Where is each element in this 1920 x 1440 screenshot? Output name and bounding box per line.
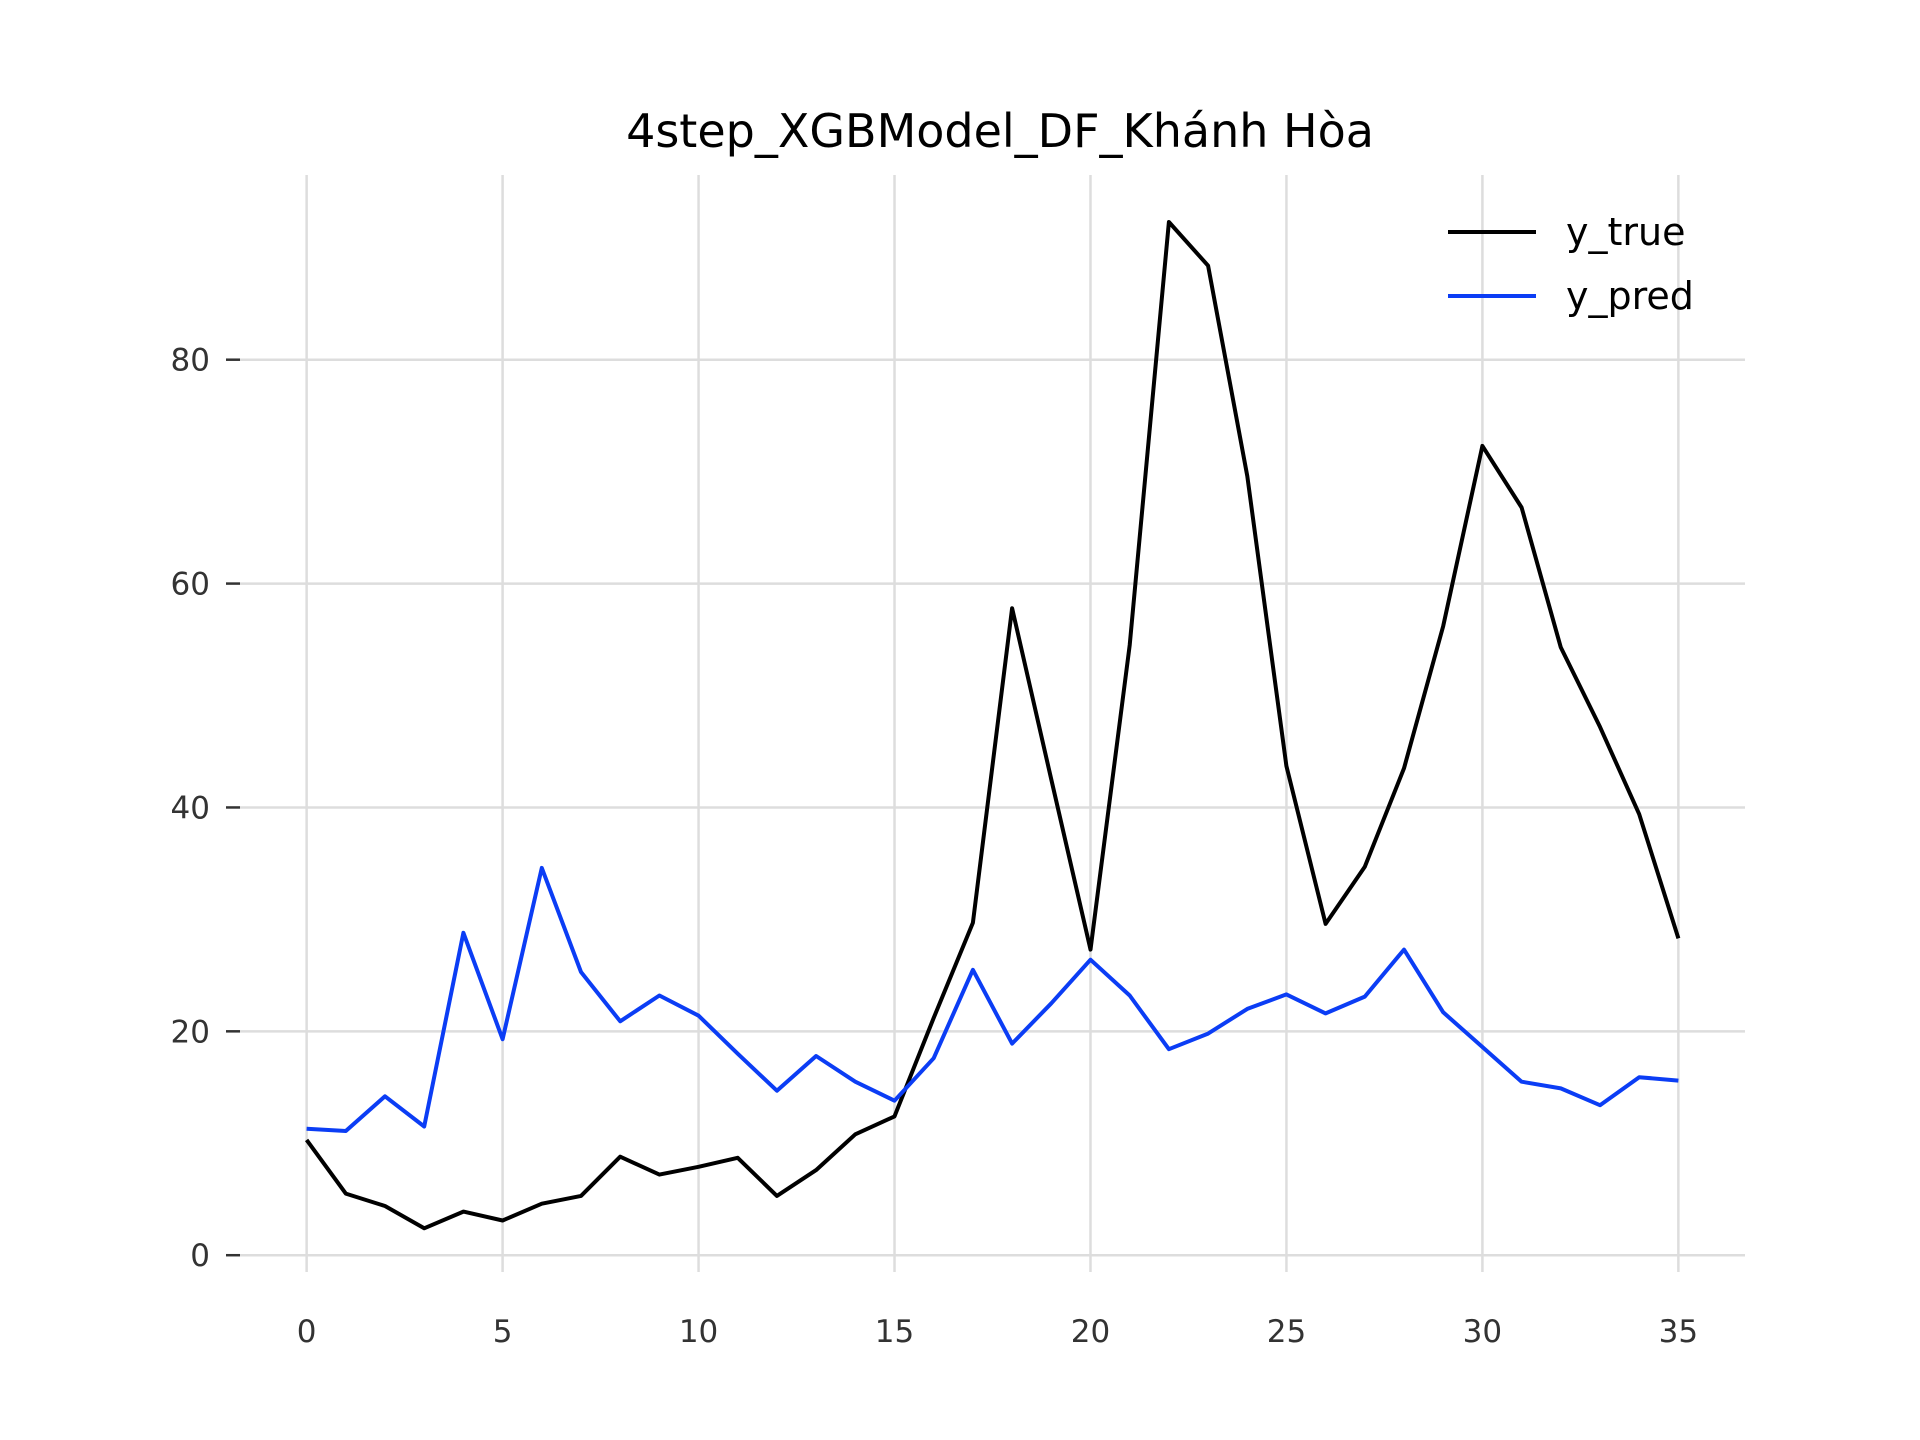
x-tick-label: 10 — [679, 1314, 718, 1350]
y-tick-label: 80 — [171, 343, 210, 379]
x-tick-label: 0 — [297, 1314, 317, 1350]
x-tick-label: 5 — [493, 1314, 513, 1350]
y-tick-label: 60 — [171, 567, 210, 603]
legend-label-y-true: y_true — [1566, 210, 1685, 254]
x-tick-label: 30 — [1463, 1314, 1502, 1350]
y-tick-label: 0 — [190, 1238, 210, 1274]
x-tick-label: 35 — [1659, 1314, 1698, 1350]
series-line-y-true — [304, 220, 1681, 1231]
y-tick-label: 20 — [171, 1014, 210, 1050]
x-tick-label: 15 — [875, 1314, 914, 1350]
x-tick-label: 25 — [1267, 1314, 1306, 1350]
plot-area — [304, 220, 1681, 1231]
x-tick-label: 20 — [1071, 1314, 1110, 1350]
legend: y_true y_pred — [1448, 210, 1694, 318]
series-line-y-pred — [306, 865, 1679, 1133]
chart-title: 4step_XGBModel_DF_Khánh Hòa — [626, 104, 1374, 158]
grid — [240, 175, 1745, 1272]
y-tick-label: 40 — [171, 790, 210, 826]
legend-label-y-pred: y_pred — [1566, 274, 1694, 318]
axis-ticks: 0 5 10 15 20 25 30 35 0 20 40 60 80 — [171, 343, 1699, 1350]
